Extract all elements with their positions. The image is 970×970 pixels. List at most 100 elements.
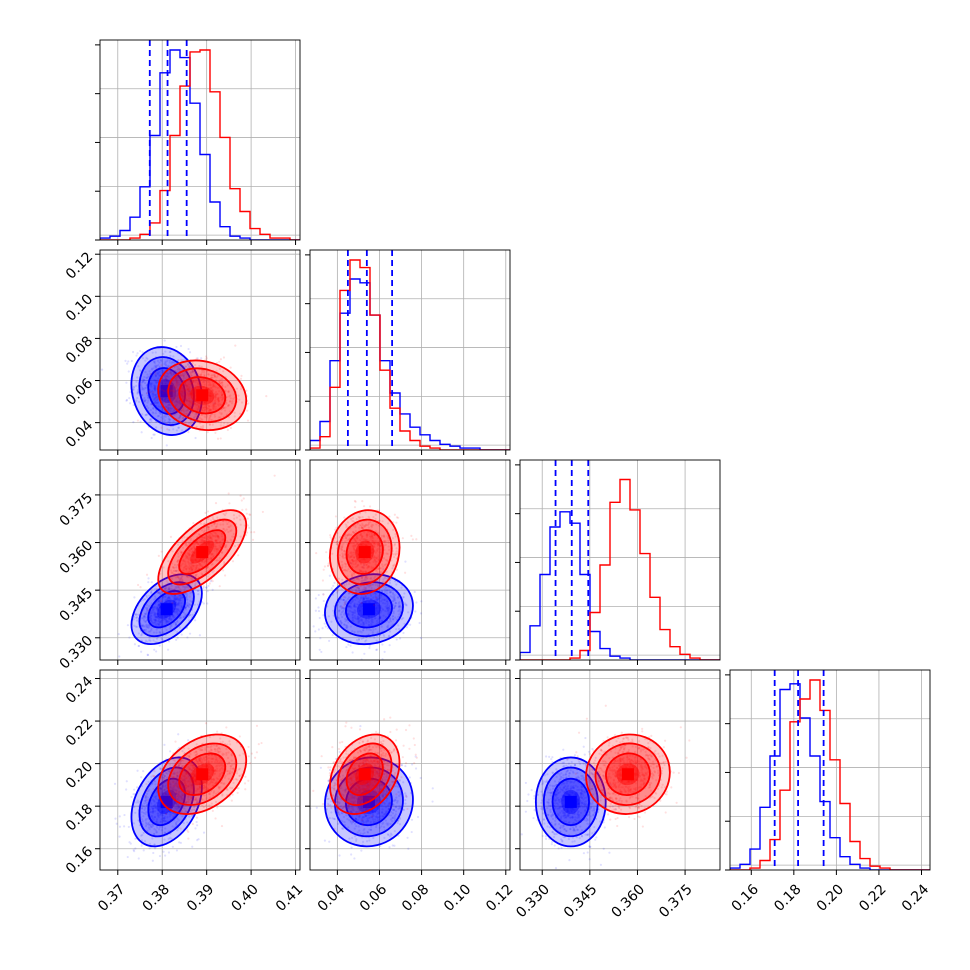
scatter-point (393, 607, 396, 610)
scatter-point (322, 614, 325, 617)
scatter-point (382, 567, 385, 571)
scatter-point (182, 374, 185, 377)
scatter-point (168, 418, 171, 421)
scatter-point (191, 845, 194, 848)
scatter-point (175, 808, 178, 811)
scatter-point (200, 357, 203, 360)
scatter-point (140, 839, 144, 842)
scatter-point (186, 363, 189, 366)
scatter-point (351, 630, 354, 633)
scatter-point (179, 616, 182, 619)
scatter-point (169, 354, 172, 357)
scatter-point (165, 771, 168, 775)
scatter-point (158, 605, 162, 608)
scatter-point (349, 605, 352, 608)
scatter-point (155, 650, 158, 653)
scatter-point (216, 516, 219, 519)
panel-2-1 (310, 460, 510, 660)
scatter-point (344, 537, 348, 540)
scatter-point (227, 492, 230, 495)
scatter-point (211, 540, 214, 544)
scatter-point (377, 597, 380, 601)
scatter-point (136, 396, 139, 400)
scatter-point (380, 551, 383, 554)
scatter-point (174, 601, 177, 604)
scatter-point (147, 626, 150, 630)
scatter-point (193, 577, 197, 580)
scatter-point (201, 386, 205, 389)
scatter-point (143, 629, 146, 632)
scatter-point (356, 541, 360, 545)
scatter-point (144, 819, 147, 822)
scatter-point (184, 554, 187, 557)
scatter-point (173, 603, 176, 606)
scatter-point (146, 401, 149, 404)
scatter-point (195, 541, 198, 544)
scatter-point (228, 525, 231, 529)
scatter-point (352, 598, 355, 601)
scatter-point (356, 586, 359, 589)
scatter-point (208, 394, 211, 397)
scatter-point (343, 549, 346, 553)
scatter-point (197, 543, 201, 546)
scatter-point (393, 597, 396, 600)
scatter-point (370, 617, 374, 620)
scatter-point (200, 539, 204, 543)
scatter-point (227, 525, 230, 529)
scatter-point (373, 549, 376, 552)
scatter-point (179, 759, 183, 762)
scatter-point (370, 551, 373, 554)
scatter-point (162, 810, 165, 813)
scatter-point (175, 379, 179, 382)
scatter-point (169, 424, 172, 427)
scatter-point (185, 375, 188, 378)
scatter-point (145, 376, 148, 379)
scatter-point (210, 557, 213, 560)
scatter-point (194, 436, 197, 440)
scatter-point (360, 618, 363, 621)
scatter-point (149, 390, 152, 394)
scatter-point (225, 402, 228, 405)
scatter-point (190, 397, 193, 400)
scatter-point (168, 588, 171, 591)
scatter-point (212, 384, 215, 387)
scatter-point (210, 539, 213, 542)
scatter-point (124, 359, 127, 362)
scatter-point (377, 567, 380, 570)
scatter-point (370, 554, 374, 558)
scatter-point (186, 593, 189, 596)
scatter-point (364, 620, 367, 623)
scatter-point (193, 415, 196, 418)
scatter-point (193, 569, 196, 572)
scatter-point (167, 588, 170, 591)
scatter-point (195, 540, 199, 544)
scatter-point (246, 517, 249, 520)
scatter-point (151, 815, 154, 818)
scatter-point (186, 796, 189, 799)
scatter-point (215, 376, 218, 379)
scatter-point (194, 381, 197, 384)
scatter-point (215, 393, 218, 397)
scatter-point (364, 574, 367, 577)
scatter-point (150, 775, 153, 778)
scatter-point (211, 376, 214, 379)
scatter-point (169, 407, 173, 410)
scatter-point (171, 788, 174, 791)
scatter-point (341, 578, 344, 581)
scatter-point (158, 604, 161, 607)
scatter-point (350, 551, 353, 554)
scatter-point (352, 530, 355, 534)
contour-line (345, 590, 393, 629)
scatter-point (172, 570, 175, 573)
scatter-point (152, 395, 155, 398)
scatter-point (353, 611, 356, 615)
scatter-point (173, 566, 176, 569)
scatter-point (158, 604, 161, 607)
scatter-point (362, 596, 365, 599)
scatter-point (335, 588, 338, 591)
scatter-point (204, 387, 208, 390)
scatter-point (371, 583, 374, 586)
scatter-point (165, 379, 168, 383)
scatter-point (153, 587, 156, 590)
scatter-point (174, 608, 177, 611)
